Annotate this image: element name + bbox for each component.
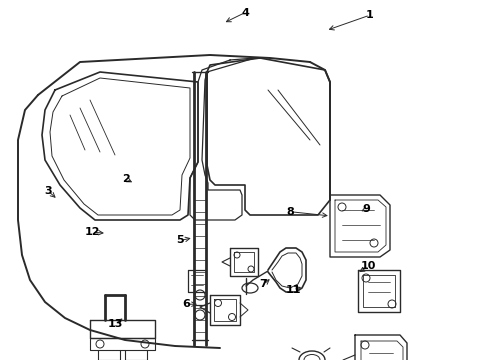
Text: 12: 12 (84, 227, 100, 237)
Text: 5: 5 (176, 235, 184, 246)
Text: 11: 11 (285, 285, 301, 295)
Text: 7: 7 (260, 279, 268, 289)
Text: 6: 6 (182, 299, 190, 309)
Text: 3: 3 (44, 186, 52, 196)
Text: 1: 1 (366, 10, 374, 20)
Text: 13: 13 (107, 319, 123, 329)
Text: 2: 2 (122, 174, 130, 184)
Text: 9: 9 (363, 204, 370, 214)
Text: 10: 10 (361, 261, 376, 271)
Text: 4: 4 (241, 8, 249, 18)
Text: 8: 8 (286, 207, 294, 217)
